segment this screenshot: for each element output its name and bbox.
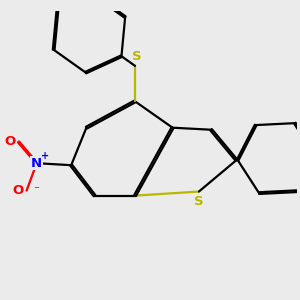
Text: S: S: [194, 195, 204, 208]
Text: S: S: [133, 50, 142, 63]
Text: O: O: [13, 184, 24, 197]
Text: ⁻: ⁻: [34, 185, 40, 196]
Text: +: +: [41, 152, 49, 161]
Text: N: N: [31, 157, 42, 170]
Text: O: O: [4, 135, 16, 148]
